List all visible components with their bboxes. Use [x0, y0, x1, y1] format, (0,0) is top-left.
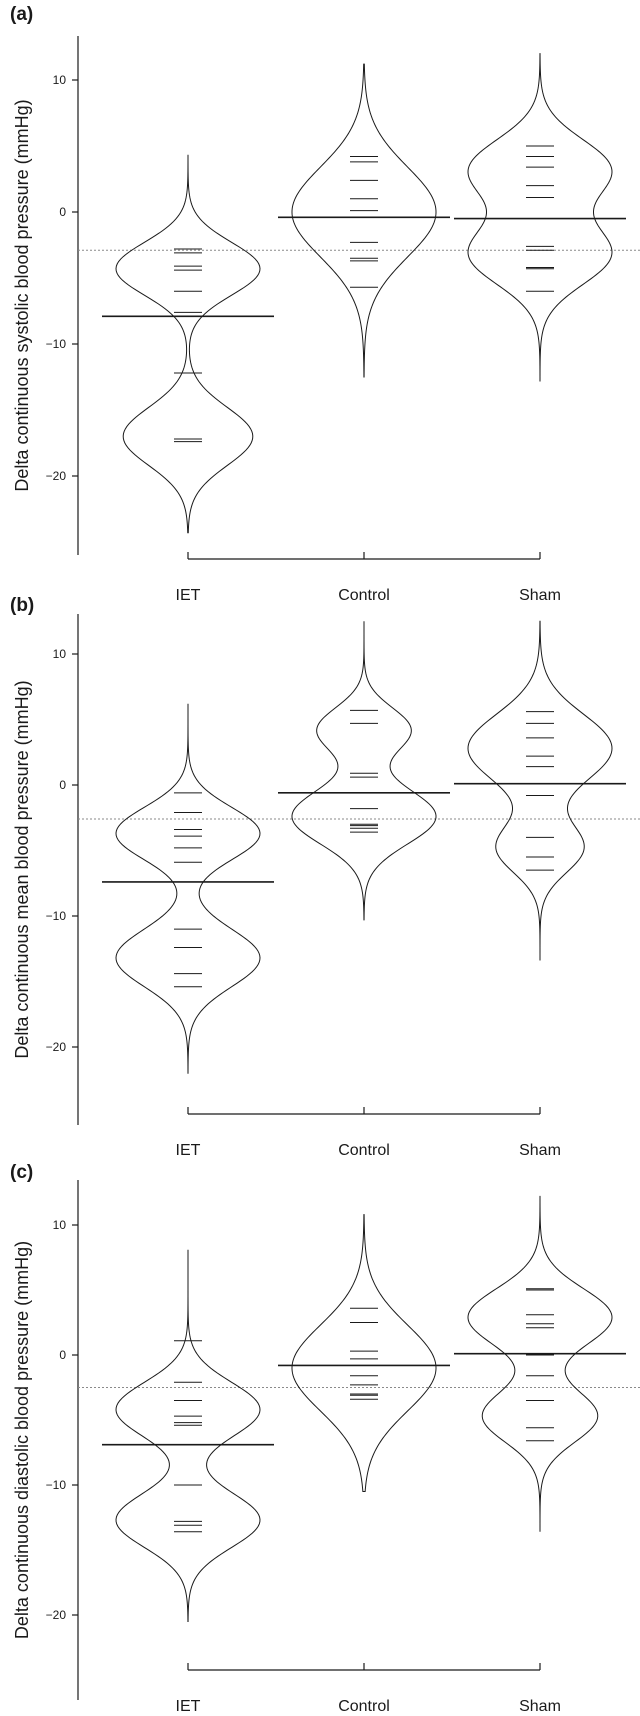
y-tick-label: 10 [53, 647, 67, 661]
bean-sham [454, 620, 626, 961]
bean-control [278, 621, 450, 921]
bean-sham [454, 53, 626, 382]
panel-c: (c) 10 0 −10 −20 Delta continuous diastolic b… [10, 1162, 640, 1715]
y-axis-label: Delta continuous mean blood pressure (mm… [12, 680, 32, 1058]
bean-iet [102, 1249, 274, 1622]
panel-b: (b) 10 0 −20 −10 Delta continuous mean blood … [10, 595, 640, 1159]
bean-outline [291, 1214, 437, 1492]
bean-outline [115, 703, 261, 1074]
y-tick-label: 10 [53, 73, 67, 87]
bean-control [278, 1214, 450, 1492]
panel-a: (a) 10 0 −10 −20 Delta continuous systolic bl… [10, 4, 640, 604]
x-category-label: Sham [519, 1698, 561, 1715]
bean-outline [291, 63, 437, 378]
panel-label: (b) [10, 595, 34, 616]
y-tick-label: 10 [53, 1218, 67, 1232]
bean-outline [115, 154, 261, 534]
bean-outline [467, 620, 613, 961]
bean-outline [115, 1249, 261, 1622]
y-tick-label: −10 [46, 909, 67, 923]
bean-iet [102, 703, 274, 1074]
y-axis-label: Delta continuous systolic blood pressure… [12, 99, 32, 491]
x-category-label: IET [176, 1698, 201, 1715]
bean-control [278, 63, 450, 378]
bean-iet [102, 154, 274, 534]
y-tick-label: 0 [59, 778, 66, 792]
y-axis-label: Delta continuous diastolic blood pressur… [12, 1241, 32, 1639]
bean-outline [467, 1195, 613, 1532]
y-tick-label: 0 [59, 205, 66, 219]
panel-label: (a) [10, 4, 33, 25]
panel-label: (c) [10, 1162, 33, 1183]
x-category-label: Sham [519, 1142, 561, 1159]
x-category-label: Sham [519, 587, 561, 604]
bean-sham [454, 1195, 626, 1532]
x-category-label: IET [176, 1142, 201, 1159]
x-category-label: IET [176, 587, 201, 604]
y-tick-label: −10 [46, 337, 67, 351]
y-tick-label: 0 [59, 1348, 66, 1362]
x-category-label: Control [338, 1142, 390, 1159]
x-category-label: Control [338, 1698, 390, 1715]
bean-outline [467, 53, 613, 382]
y-tick-label: −20 [46, 1608, 67, 1622]
bean-outline [291, 621, 437, 921]
y-tick-label: −20 [46, 1040, 67, 1054]
x-category-label: Control [338, 587, 390, 604]
y-tick-label: −20 [46, 469, 67, 483]
y-tick-label: −10 [46, 1478, 67, 1492]
